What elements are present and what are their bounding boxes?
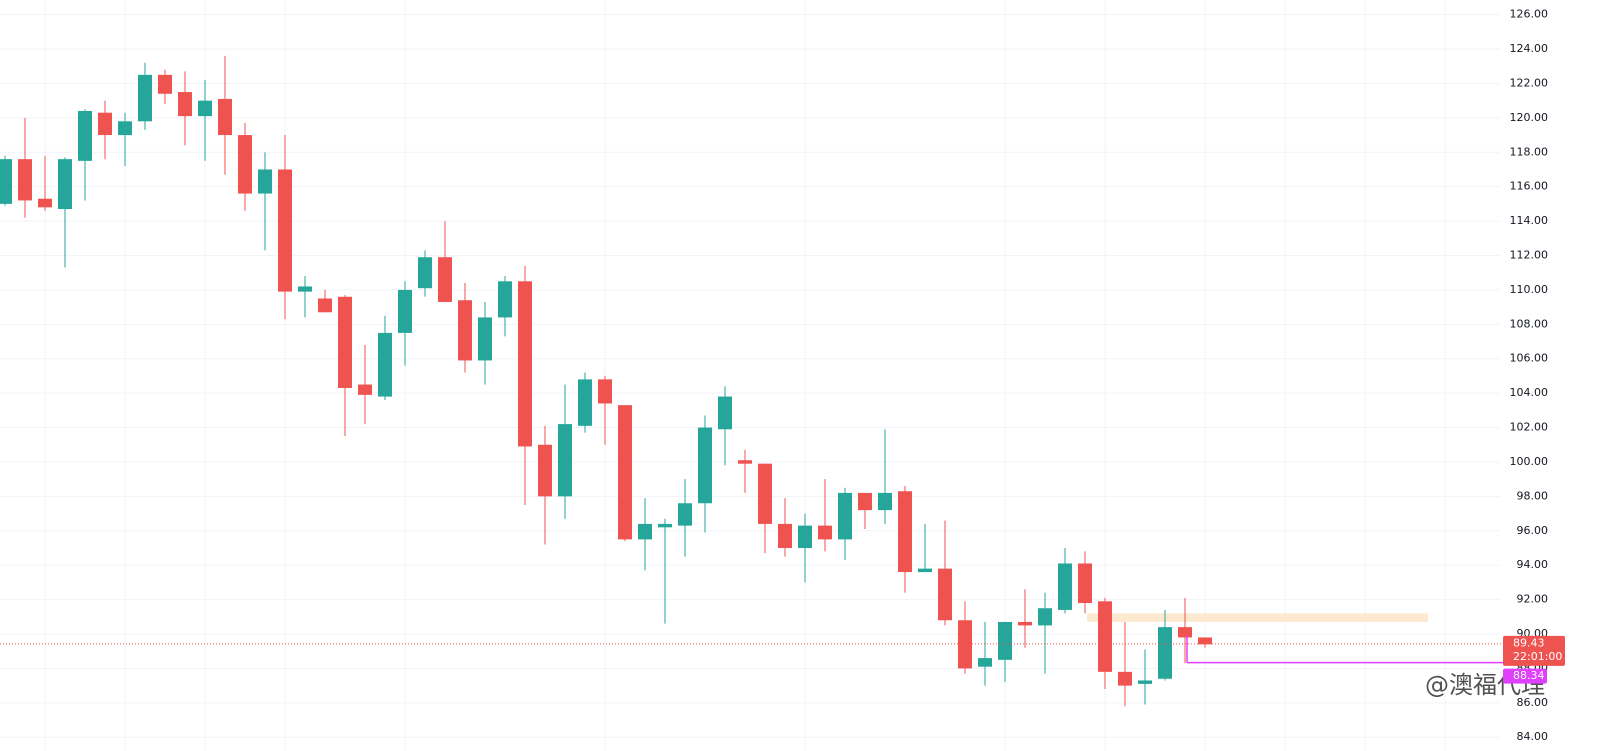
candle-body <box>0 159 12 204</box>
level-label: 88.34 <box>1513 669 1545 682</box>
candle-body <box>1018 621 1032 626</box>
y-tick-label: 98.00 <box>1517 489 1549 502</box>
candle-body <box>1118 671 1132 686</box>
candle-body <box>98 112 112 136</box>
candle-body <box>218 98 232 136</box>
y-tick-label: 86.00 <box>1517 696 1549 709</box>
candle-body <box>1138 680 1152 684</box>
y-tick-label: 106.00 <box>1510 352 1549 365</box>
level-tag <box>1503 668 1547 684</box>
candle-body <box>538 444 552 497</box>
candle-body <box>398 289 412 333</box>
candle-body <box>798 525 812 548</box>
y-tick-label: 116.00 <box>1510 180 1549 193</box>
candle-body <box>378 332 392 397</box>
y-tick-label: 120.00 <box>1510 111 1549 124</box>
last-price-label: 89.43 <box>1513 636 1545 649</box>
candle-body <box>298 286 312 292</box>
candle-body <box>958 620 972 669</box>
candle-body <box>878 492 892 511</box>
y-tick-label: 84.00 <box>1517 730 1549 743</box>
candle-body <box>238 135 252 194</box>
candle-body <box>838 492 852 540</box>
candle-body <box>898 491 912 573</box>
y-tick-label: 102.00 <box>1510 421 1549 434</box>
zone <box>1087 613 1428 622</box>
y-tick-label: 94.00 <box>1517 558 1549 571</box>
candle-body <box>578 379 592 426</box>
y-tick-label: 122.00 <box>1510 76 1549 89</box>
candle-body <box>598 379 612 404</box>
y-tick-label: 100.00 <box>1510 455 1549 468</box>
candle-body <box>698 427 712 504</box>
candle-body <box>1198 637 1212 645</box>
y-tick-label: 104.00 <box>1510 386 1549 399</box>
candle-body <box>1158 627 1172 679</box>
candle-body <box>38 198 52 208</box>
candle-body <box>998 621 1012 660</box>
candle-body <box>558 424 572 497</box>
candle-body <box>978 658 992 667</box>
y-tick-label: 126.00 <box>1510 8 1549 21</box>
y-tick-label: 92.00 <box>1517 593 1549 606</box>
candle-body <box>258 169 272 194</box>
candle-body <box>158 74 172 94</box>
candle-body <box>1038 608 1052 626</box>
candle-body <box>918 568 932 573</box>
candle-body <box>438 257 452 302</box>
candle-body <box>138 74 152 122</box>
candle-body <box>498 281 512 318</box>
candle-body <box>418 257 432 289</box>
candle-body <box>18 159 32 201</box>
last-price-tag <box>1503 635 1565 666</box>
candle-body <box>118 121 132 136</box>
y-tick-label: 112.00 <box>1510 248 1549 261</box>
candle-body <box>618 405 632 540</box>
y-tick-label: 114.00 <box>1510 214 1549 227</box>
candle-body <box>858 492 872 511</box>
candle-body <box>638 523 652 540</box>
y-tick-label: 96.00 <box>1517 524 1549 537</box>
candle-body <box>718 396 732 430</box>
candle-body <box>58 159 72 210</box>
y-tick-label: 110.00 <box>1510 283 1549 296</box>
y-tick-label: 108.00 <box>1510 317 1549 330</box>
y-tick-label: 124.00 <box>1510 42 1549 55</box>
candle-body <box>318 298 332 313</box>
candle-body <box>1098 601 1112 672</box>
candle-body <box>678 503 692 526</box>
candle-body <box>818 525 832 540</box>
candle-body <box>1178 627 1192 638</box>
candle-body <box>1078 563 1092 604</box>
candle-body <box>178 92 192 117</box>
candle-body <box>78 110 92 161</box>
y-tick-label: 118.00 <box>1510 145 1549 158</box>
candle-body <box>458 300 472 361</box>
candle-body <box>198 100 212 117</box>
candle-body <box>1058 563 1072 610</box>
candle-body <box>938 568 952 621</box>
candle-body <box>738 460 752 464</box>
candle-body <box>778 523 792 548</box>
candle-body <box>658 523 672 528</box>
countdown-label: 22:01:00 <box>1513 650 1562 663</box>
candle-body <box>358 384 372 395</box>
candle-body <box>518 281 532 447</box>
candle-body <box>758 463 772 524</box>
candle-body <box>478 317 492 361</box>
candle-body <box>278 169 292 292</box>
candle-body <box>338 296 352 388</box>
